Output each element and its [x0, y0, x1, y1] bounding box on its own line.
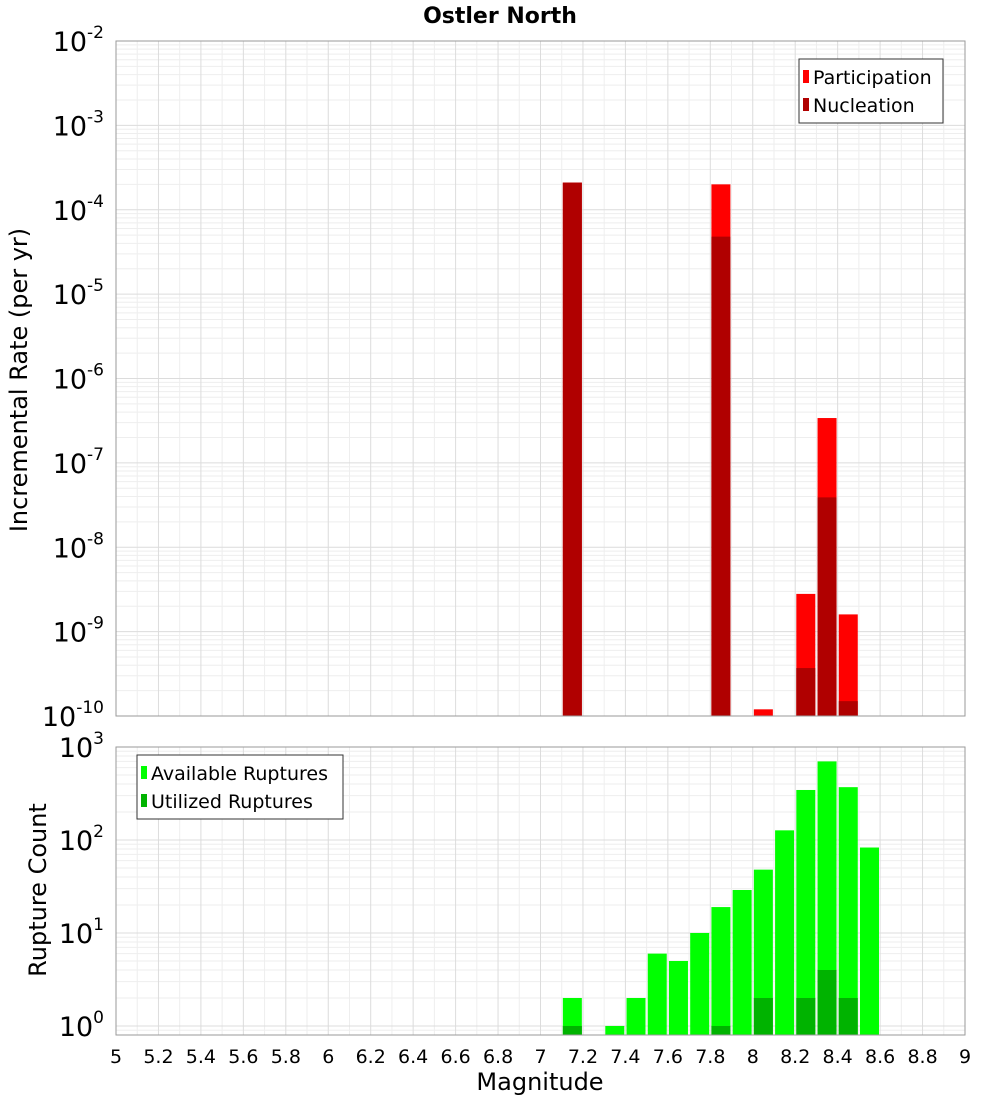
count-bar-series1	[732, 889, 752, 1035]
rate-bar-series2	[796, 668, 816, 716]
count-bar-series1	[859, 847, 879, 1035]
count-legend-box	[136, 754, 344, 820]
count-bar-series1	[753, 869, 773, 1035]
count-y-tick-label: 102	[59, 822, 104, 857]
count-bar-series1	[817, 761, 837, 1035]
x-tick-label: 8.2	[780, 1046, 810, 1068]
count-bar-series2	[753, 997, 773, 1035]
rate-y-tick-label: 10-8	[53, 529, 104, 564]
x-tick-label: 7.4	[610, 1046, 640, 1068]
count-plot-frame	[115, 746, 966, 1036]
rate-y-tick-label: 10-7	[53, 445, 104, 480]
rate-legend-label: Participation	[813, 67, 932, 89]
count-bar-series1	[562, 997, 582, 1035]
rate-y-tick-label: 10-5	[53, 276, 104, 311]
x-tick-label: 9	[959, 1046, 971, 1068]
x-tick-label: 8.6	[865, 1046, 895, 1068]
count-legend-swatch	[141, 766, 147, 779]
rate-bar-series2	[562, 182, 582, 716]
x-tick-label: 6.6	[440, 1046, 470, 1068]
rate-bar-series1	[753, 709, 773, 716]
count-bar-series2	[838, 997, 858, 1035]
count-y-tick-label: 103	[59, 729, 104, 764]
count-bar-series1	[838, 787, 858, 1035]
count-legend-label: Available Ruptures	[151, 763, 328, 785]
x-tick-label: 7.8	[695, 1046, 725, 1068]
x-axis-label: Magnitude	[476, 1068, 603, 1096]
count-bar-series2	[562, 1025, 582, 1035]
count-bar-series1	[647, 953, 667, 1035]
rate-y-tick-label: 10-4	[53, 192, 104, 227]
rate-y-tick-label: 10-9	[53, 614, 104, 649]
count-y-tick-label: 100	[59, 1008, 104, 1043]
rate-legend-box	[798, 58, 944, 124]
rate-y-tick-label: 10-3	[53, 107, 104, 142]
rate-legend-label: Nucleation	[813, 95, 915, 117]
x-tick-label: 5	[110, 1046, 122, 1068]
x-tick-label: 6.2	[356, 1046, 386, 1068]
x-tick-label: 5.4	[186, 1046, 216, 1068]
x-tick-label: 8	[747, 1046, 759, 1068]
rate-bar-series2	[817, 497, 837, 716]
top-y-axis-label: Incremental Rate (per yr)	[5, 228, 33, 532]
x-tick-label: 7.6	[653, 1046, 683, 1068]
rate-bar-series2	[838, 701, 858, 716]
rate-plot-frame	[115, 40, 966, 717]
count-y-tick-label: 101	[59, 915, 104, 950]
count-bar-series2	[796, 997, 816, 1035]
x-tick-label: 6.8	[483, 1046, 513, 1068]
count-bar-series1	[668, 960, 688, 1035]
rate-bar-series1	[838, 614, 858, 716]
x-tick-label: 7.2	[568, 1046, 598, 1068]
chart-title: Ostler North	[423, 4, 577, 29]
rupture-count-panel: 100 101 102 103 Available Ruptures Utilized R…	[59, 729, 971, 1068]
bottom-y-axis-label: Rupture Count	[24, 803, 52, 977]
rate-bar-series2	[711, 236, 731, 716]
x-tick-label: 8.8	[907, 1046, 937, 1068]
x-tick-label: 5.8	[271, 1046, 301, 1068]
rate-y-tick-label: 10-10	[42, 698, 104, 733]
rate-y-tick-label: 10-6	[53, 361, 104, 396]
count-bar-series1	[626, 997, 646, 1035]
x-tick-label: 8.4	[823, 1046, 853, 1068]
x-tick-label: 6	[322, 1046, 334, 1068]
count-bar-series1	[775, 830, 795, 1035]
count-bar-series1	[690, 932, 710, 1035]
count-bar-series1	[605, 1025, 625, 1035]
count-bar-series1	[796, 789, 816, 1035]
x-tick-label: 5.6	[228, 1046, 258, 1068]
count-bar-series2	[817, 969, 837, 1035]
count-legend-swatch	[141, 794, 147, 807]
count-bar-series1	[711, 907, 731, 1035]
x-tick-label: 7	[534, 1046, 546, 1068]
rate-legend-swatch	[803, 70, 809, 83]
x-tick-label: 5.2	[143, 1046, 173, 1068]
count-legend-label: Utilized Ruptures	[151, 791, 313, 813]
count-bar-series2	[711, 1025, 731, 1035]
rate-panel: 10-10 10-9 10-8 10-7 10-6 10-5 10-4 10-3 10-2 Par…	[42, 23, 966, 733]
rate-legend-swatch	[803, 98, 809, 111]
x-tick-label: 6.4	[398, 1046, 428, 1068]
rate-y-tick-label: 10-2	[53, 23, 104, 58]
